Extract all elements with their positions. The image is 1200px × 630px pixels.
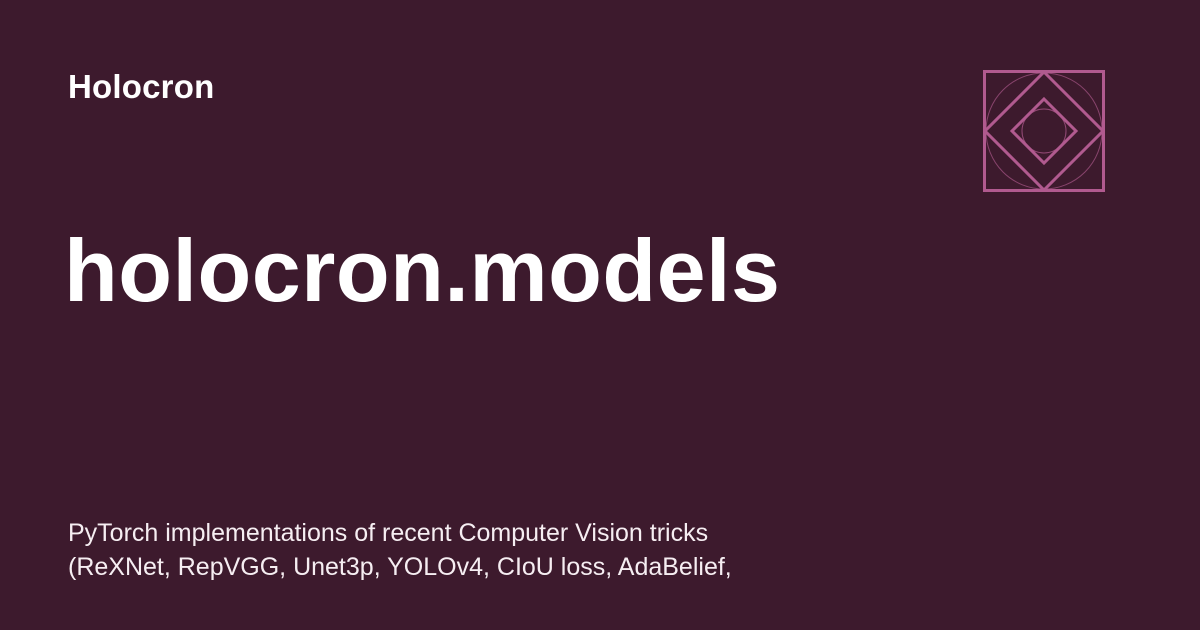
page-title: holocron.models [64,220,781,320]
nested-diamond-square-icon [983,70,1105,192]
site-name: Holocron [68,68,215,105]
description-line-1: PyTorch implementations of recent Comput… [68,519,709,547]
page-description: PyTorch implementations of recent Comput… [68,516,828,584]
description-line-2: (ReXNet, RepVGG, Unet3p, YOLOv4, CIoU lo… [68,553,732,581]
